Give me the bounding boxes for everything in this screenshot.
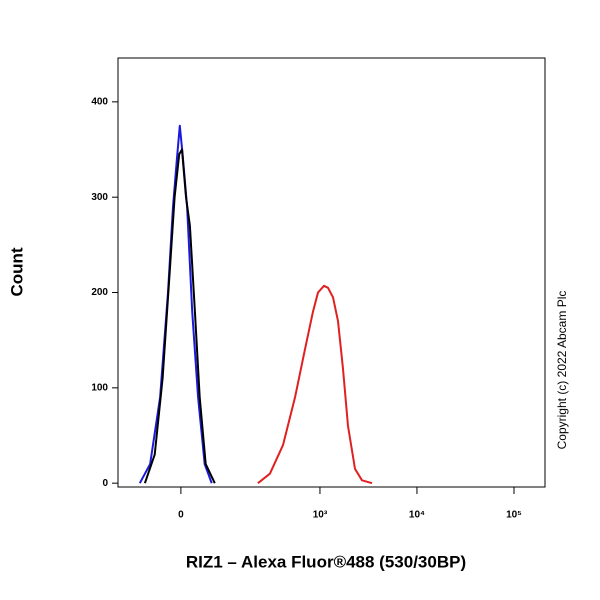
x-axis-title: RIZ1 – Alexa Fluor®488 (530/30BP) xyxy=(186,552,466,571)
histogram-line xyxy=(257,284,373,485)
x-tick-label: 10³ xyxy=(313,510,328,521)
y-tick-label: 400 xyxy=(91,96,108,107)
x-tick-label: 10⁵ xyxy=(506,510,522,521)
y-tick-label: 0 xyxy=(102,478,108,489)
y-tick-label: 200 xyxy=(91,287,108,298)
plot-frame xyxy=(117,57,546,488)
y-tick-label: 100 xyxy=(91,382,108,393)
copyright: Copyright (c) 2022 Abcam Plc xyxy=(555,291,569,450)
x-tick-label: 10⁴ xyxy=(409,510,425,521)
y-axis-title: Count xyxy=(7,247,26,296)
histogram-line xyxy=(143,148,216,484)
y-tick-label: 300 xyxy=(91,192,108,203)
x-tick-label: 0 xyxy=(178,510,184,521)
